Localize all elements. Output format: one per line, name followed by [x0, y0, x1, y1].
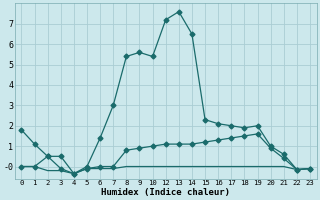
X-axis label: Humidex (Indice chaleur): Humidex (Indice chaleur)	[101, 188, 230, 197]
